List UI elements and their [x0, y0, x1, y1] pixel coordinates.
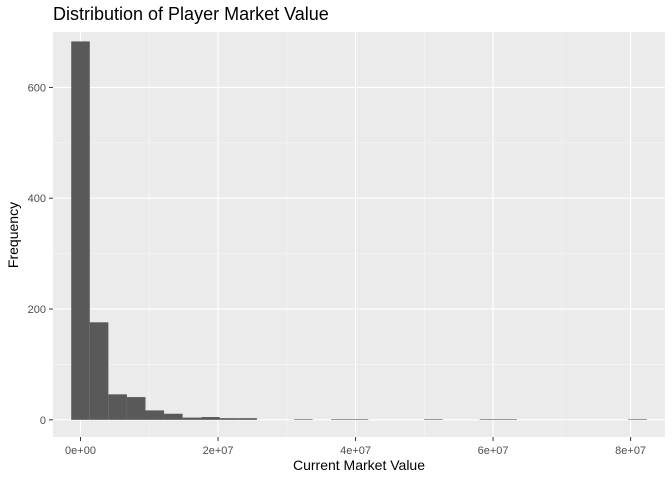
x-tick-label: 6e+07 [478, 445, 509, 457]
x-axis-title: Current Market Value [293, 457, 425, 473]
x-axis: 0e+00 2e+07 4e+07 6e+07 8e+07 [65, 437, 646, 457]
y-tick-label: 200 [28, 304, 46, 316]
histogram-bar [349, 419, 369, 420]
histogram-bar [238, 418, 257, 420]
histogram-bar [108, 394, 127, 420]
histogram-bar [164, 413, 183, 420]
minor-gridlines [53, 32, 665, 437]
y-axis-title: Frequency [5, 202, 21, 268]
histogram-bar [294, 419, 313, 420]
x-tick-label: 8e+07 [615, 445, 646, 457]
y-tick-label: 400 [28, 193, 46, 205]
chart-title: Distribution of Player Market Value [53, 4, 329, 24]
histogram-bar [479, 419, 499, 420]
histogram-bar [126, 397, 146, 420]
histogram-bar [498, 419, 517, 420]
x-tick-label: 0e+00 [65, 445, 96, 457]
histogram-bar [219, 418, 239, 420]
histogram-bar [145, 410, 165, 420]
x-tick-label: 2e+07 [203, 445, 234, 457]
plot-panel [53, 32, 665, 437]
histogram-bars [71, 41, 647, 420]
histogram-bar [201, 417, 220, 420]
histogram-bar [423, 419, 443, 420]
histogram-bar [71, 41, 90, 420]
y-tick-label: 0 [40, 415, 46, 427]
y-tick-label: 600 [28, 82, 46, 94]
histogram-bar [89, 322, 109, 420]
histogram-bar [182, 417, 202, 420]
y-axis: 0 200 400 600 [28, 82, 53, 427]
histogram-bar [331, 419, 350, 420]
x-tick-label: 4e+07 [340, 445, 371, 457]
histogram-bar [628, 419, 647, 420]
